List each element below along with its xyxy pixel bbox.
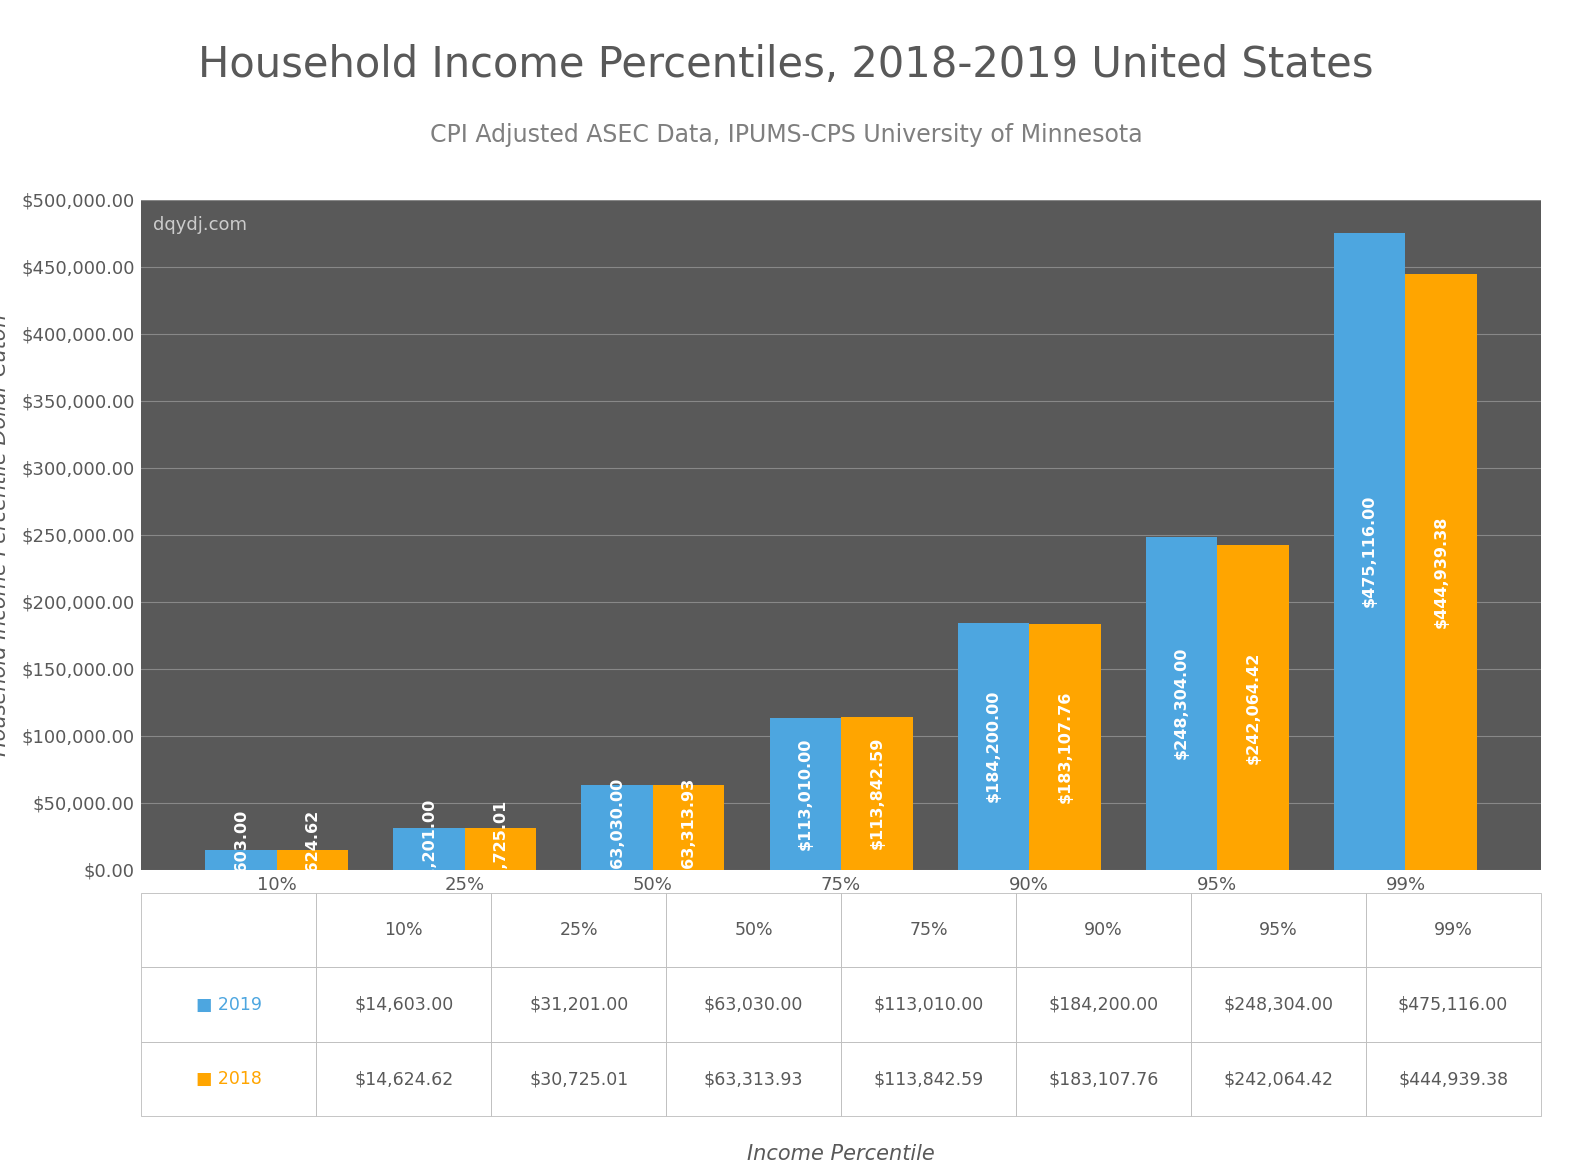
- Text: Income Percentile: Income Percentile: [747, 1143, 935, 1164]
- Bar: [1335, 233, 1405, 870]
- Bar: [652, 785, 725, 870]
- Text: $14,624.62: $14,624.62: [305, 810, 319, 911]
- Text: $30,725.01: $30,725.01: [494, 798, 508, 900]
- Text: Household Income Percentiles, 2018-2019 United States: Household Income Percentiles, 2018-2019 …: [198, 43, 1374, 86]
- Bar: [1146, 537, 1217, 870]
- Text: $183,107.76: $183,107.76: [1058, 691, 1072, 803]
- Text: $248,304.00: $248,304.00: [1174, 647, 1188, 759]
- Text: $184,200.00: $184,200.00: [986, 690, 1001, 803]
- Text: $63,030.00: $63,030.00: [610, 777, 624, 878]
- Bar: [393, 827, 465, 870]
- Text: $242,064.42: $242,064.42: [1245, 651, 1261, 764]
- Bar: [770, 718, 841, 870]
- Text: $31,201.00: $31,201.00: [421, 798, 437, 899]
- Bar: [1030, 624, 1100, 870]
- Bar: [841, 717, 912, 870]
- Bar: [204, 850, 277, 870]
- Text: $14,603.00: $14,603.00: [233, 810, 248, 911]
- Y-axis label: Household Income Percentile Dollar Cutoff: Household Income Percentile Dollar Cutof…: [0, 313, 9, 757]
- Bar: [1405, 274, 1478, 870]
- Text: CPI Adjusted ASEC Data, IPUMS-CPS University of Minnesota: CPI Adjusted ASEC Data, IPUMS-CPS Univer…: [429, 123, 1143, 147]
- Text: $475,116.00: $475,116.00: [1363, 495, 1377, 607]
- Text: $63,313.93: $63,313.93: [681, 777, 696, 878]
- Bar: [1217, 545, 1289, 870]
- Bar: [957, 623, 1030, 870]
- Text: $444,939.38: $444,939.38: [1434, 516, 1449, 627]
- Bar: [277, 850, 347, 870]
- Text: $113,010.00: $113,010.00: [797, 738, 813, 850]
- Text: $113,842.59: $113,842.59: [869, 737, 885, 850]
- Bar: [582, 785, 652, 870]
- Bar: [465, 828, 536, 870]
- Text: dqydj.com: dqydj.com: [152, 216, 247, 235]
